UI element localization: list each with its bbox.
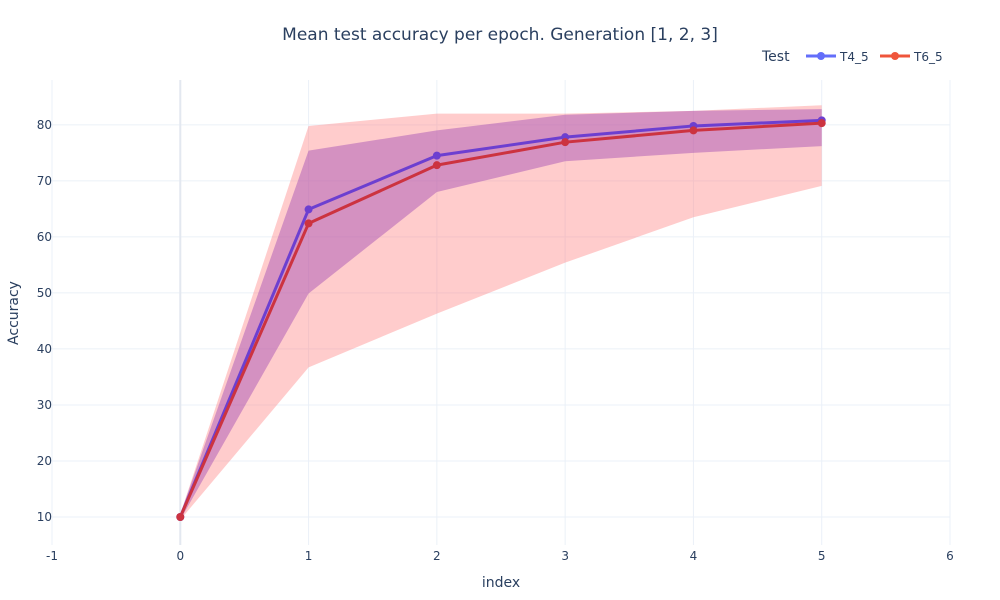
data-point-t6-5[interactable] — [432, 161, 441, 170]
data-point-t4-5[interactable] — [304, 205, 313, 214]
data-point-t6-5[interactable] — [817, 119, 826, 128]
series-points — [176, 116, 826, 521]
data-point-t6-5[interactable] — [176, 512, 185, 521]
legend-item-t6-5[interactable]: T6_5 — [880, 50, 943, 64]
x-tick-label: 2 — [433, 549, 441, 563]
x-tick-label: 5 — [818, 549, 826, 563]
y-tick-label: 10 — [37, 510, 52, 524]
y-tick-label: 60 — [37, 230, 52, 244]
y-tick-label: 30 — [37, 398, 52, 412]
series-lines — [178, 118, 822, 518]
band-t4-5 — [180, 109, 822, 520]
data-point-t6-5[interactable] — [689, 126, 698, 135]
data-point-t4-5[interactable] — [432, 151, 441, 160]
x-tick-label: 0 — [176, 549, 184, 563]
y-tick-label: 80 — [37, 118, 52, 132]
tick-labels: 10 20 30 40 50 60 70 80 -1 0 1 2 3 4 5 6 — [37, 118, 954, 563]
x-tick-label: 6 — [946, 549, 954, 563]
y-axis-title: Accuracy — [6, 281, 22, 345]
x-tick-label: -1 — [46, 549, 58, 563]
y-tick-label: 50 — [37, 286, 52, 300]
y-tick-label: 20 — [37, 454, 52, 468]
data-point-t6-5[interactable] — [561, 138, 570, 147]
x-tick-label: 3 — [561, 549, 569, 563]
legend-item-t4-5[interactable]: T4_5 — [806, 50, 869, 64]
x-tick-label: 1 — [305, 549, 313, 563]
series-line-t6-5 — [178, 121, 822, 518]
legend-label-t4-5: T4_5 — [839, 50, 869, 64]
legend-label-t6-5: T6_5 — [913, 50, 943, 64]
chart-title: Mean test accuracy per epoch. Generation… — [282, 25, 718, 45]
legend-title: Test — [761, 49, 790, 65]
legend: Test T4_5 T6_5 — [761, 49, 943, 65]
legend-marker-t6-5 — [891, 52, 899, 60]
x-axis-title: index — [482, 575, 520, 591]
series-line-t4-5 — [178, 118, 822, 518]
x-tick-label: 4 — [690, 549, 698, 563]
y-tick-label: 40 — [37, 342, 52, 356]
legend-marker-t4-5 — [817, 52, 825, 60]
y-tick-label: 70 — [37, 174, 52, 188]
data-point-t6-5[interactable] — [304, 219, 313, 228]
